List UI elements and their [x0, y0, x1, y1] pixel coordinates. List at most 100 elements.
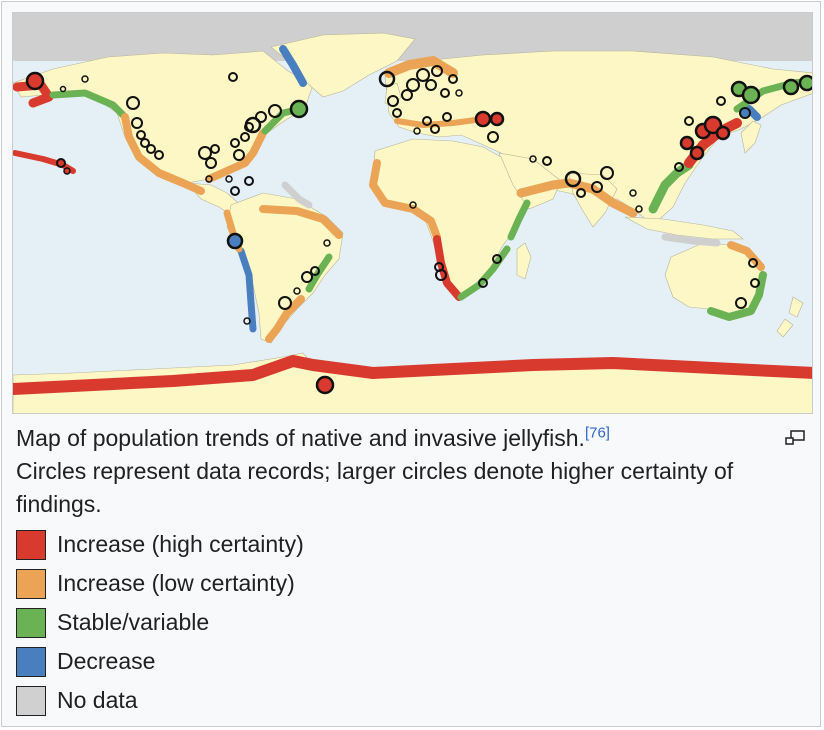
jellyfish-trend-map[interactable] [12, 12, 813, 414]
legend-label: Increase (high certainty) [57, 531, 304, 557]
legend-item: No data [16, 681, 811, 720]
caption-text: Circles represent data records; larger c… [16, 458, 734, 517]
coast-low-arabian-sea [516, 178, 638, 218]
record-circle [233, 149, 245, 161]
record-circle [431, 65, 443, 77]
legend-swatch [16, 685, 46, 716]
record-circle [146, 144, 156, 154]
coast-low-europe [384, 56, 458, 78]
record-circle [59, 85, 67, 93]
record-circle [440, 88, 450, 98]
record-circle [684, 116, 694, 126]
reference-superscript: [76] [585, 424, 610, 441]
reference-link[interactable]: [76] [584, 424, 610, 442]
record-circle [542, 156, 552, 166]
record-circle [378, 70, 396, 88]
coast-low-mediterranean [394, 116, 486, 128]
coast-decrease-chile [237, 247, 257, 333]
record-circle [448, 74, 458, 84]
record-circle [228, 72, 238, 82]
map-legend: Increase (high certainty) Increase (low c… [16, 525, 811, 720]
coast-low-brazil-north [259, 205, 343, 239]
record-circle [413, 127, 421, 135]
record-circle [750, 278, 760, 288]
record-circle [392, 108, 402, 118]
record-circle [205, 175, 213, 183]
legend-label: No data [57, 687, 138, 713]
record-circle [425, 79, 437, 91]
record-circle [576, 188, 586, 198]
record-circle [635, 205, 643, 213]
coast-low-west-africa [369, 159, 441, 241]
record-circle [401, 89, 413, 101]
record-circle [323, 239, 331, 247]
coast-high-namibia [433, 235, 463, 301]
record-circle [140, 138, 150, 148]
indonesia-land [624, 216, 744, 240]
record-circle [735, 297, 747, 309]
record-circle [226, 232, 244, 250]
legend-item: Increase (high certainty) [16, 525, 811, 564]
data-records [25, 65, 812, 395]
record-circle [154, 150, 164, 160]
record-circle [591, 181, 603, 193]
record-circle [230, 138, 240, 148]
record-circle [474, 110, 492, 128]
record-circle [435, 269, 447, 281]
record-circle [739, 107, 751, 119]
record-circle [243, 317, 251, 325]
record-circle [674, 162, 684, 172]
caption-title: Map of population trends of native and i… [16, 425, 585, 451]
magnify-icon[interactable] [784, 430, 806, 448]
record-circle [489, 111, 505, 127]
record-circle [600, 166, 614, 180]
record-circle [25, 71, 45, 91]
legend-label: Increase (low certainty) [57, 570, 295, 596]
new-zealand-land [776, 296, 804, 338]
record-circle [782, 78, 800, 96]
land [13, 32, 812, 413]
record-circle [244, 116, 262, 134]
record-circle [278, 296, 292, 310]
coast-low-gulf [205, 129, 267, 183]
legend-item: Decrease [16, 642, 811, 681]
record-circle [244, 176, 254, 186]
record-circle [455, 89, 463, 97]
record-circle [416, 68, 430, 82]
legend-swatch [16, 646, 46, 677]
record-circle [406, 78, 420, 92]
record-circle [205, 157, 217, 169]
record-circle [387, 95, 399, 107]
legend-label: Decrease [57, 648, 156, 674]
no-data-arctic [13, 13, 812, 61]
eurasia-land [384, 50, 812, 226]
record-circle [255, 111, 267, 123]
record-circle [289, 99, 309, 119]
record-circle [478, 278, 488, 288]
record-circle [629, 189, 637, 197]
record-circle [741, 85, 761, 105]
image-caption: Map of population trends of native and i… [16, 422, 811, 720]
record-circle [225, 175, 233, 183]
record-circle [301, 271, 313, 283]
record-circle [564, 170, 582, 188]
coast-low-argentina [265, 295, 305, 343]
record-circle [310, 266, 320, 276]
legend-item: Increase (low certainty) [16, 564, 811, 603]
record-circle [492, 254, 502, 264]
legend-label: Stable/variable [57, 609, 210, 635]
legend-swatch [16, 568, 46, 599]
record-circle [715, 125, 731, 141]
record-circle [126, 96, 140, 110]
record-circle [315, 375, 335, 395]
record-circle [689, 145, 705, 161]
legend-swatch [16, 607, 46, 638]
record-circle [240, 132, 250, 142]
record-circle [56, 158, 66, 168]
record-circle [293, 287, 301, 295]
coast-stable-alaska [49, 89, 129, 121]
record-circle [268, 104, 282, 118]
record-circle [131, 117, 143, 129]
legend-swatch [16, 529, 46, 560]
